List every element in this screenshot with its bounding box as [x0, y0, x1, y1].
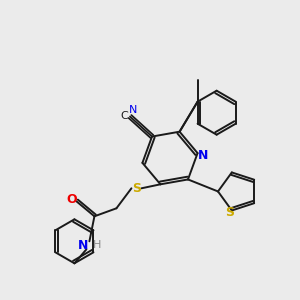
Text: S: S	[132, 182, 141, 195]
Text: C: C	[120, 111, 128, 121]
Text: O: O	[66, 193, 77, 206]
Text: S: S	[225, 206, 234, 219]
Text: N: N	[197, 148, 208, 162]
Text: H: H	[93, 240, 102, 250]
Text: N: N	[129, 105, 137, 115]
Text: N: N	[78, 239, 88, 252]
